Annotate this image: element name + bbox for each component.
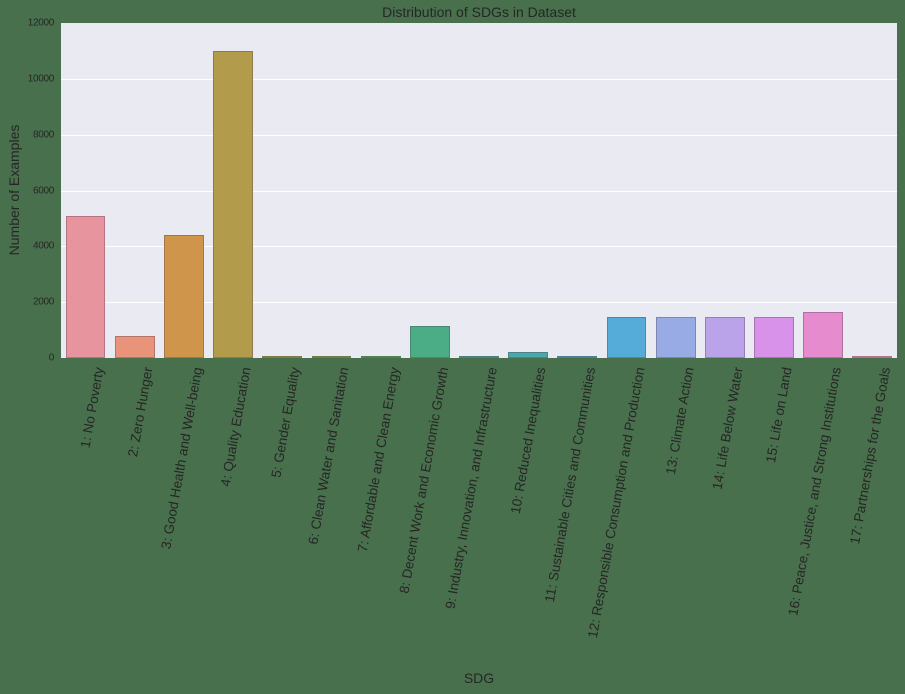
x-tick-label: 12: Responsible Consumption and Producti… (584, 366, 647, 640)
x-tick-label: 10: Reduced Inequalities (507, 366, 549, 515)
y-tick-label: 0 (48, 352, 55, 364)
y-tick-label: 4000 (32, 240, 54, 252)
x-tick-label: 5: Gender Equality (268, 366, 303, 479)
bar (311, 356, 352, 358)
bar (409, 325, 450, 358)
x-tick-label: 7: Affordable and Clean Energy (354, 366, 402, 554)
x-tick-label: 4: Quality Education (217, 366, 254, 488)
bar (852, 356, 893, 358)
bar (754, 316, 794, 358)
y-tick-label: 12000 (27, 17, 55, 29)
bar (606, 316, 647, 358)
y-tick-label: 8000 (32, 129, 54, 141)
bar (803, 311, 844, 358)
gridline (61, 190, 897, 192)
x-axis-label: SDG (463, 670, 495, 686)
y-tick-label: 10000 (27, 73, 55, 85)
x-tick-label: 14: Life Below Water (709, 366, 746, 491)
bar (508, 351, 549, 358)
bar (164, 235, 204, 358)
x-tick-label: 17: Partnerships for the Goals (847, 366, 894, 546)
chart-title: Distribution of SDGs in Dataset (382, 4, 576, 20)
y-tick-label: 2000 (32, 296, 54, 308)
x-tick-label: 8: Decent Work and Economic Growth (396, 366, 451, 595)
x-tick-label: 2: Zero Hunger (124, 366, 156, 459)
bar (213, 50, 254, 358)
x-tick-label: 13: Climate Action (662, 366, 697, 476)
bar (459, 356, 499, 358)
gridline (61, 246, 897, 248)
bar (557, 356, 598, 358)
x-tick-label: 6: Clean Water and Sanitation (305, 366, 352, 546)
gridline (61, 78, 897, 80)
gridline (61, 302, 897, 304)
bar (704, 316, 745, 358)
gridline (61, 134, 897, 136)
y-tick-label: 6000 (32, 185, 54, 196)
x-tick-label: 3: Good Health and Well-being (158, 366, 206, 551)
x-tick-label: 16: Peace, Justice, and Strong Instituti… (785, 366, 845, 617)
bar (360, 356, 401, 358)
x-tick-label: 1: No Poverty (77, 366, 107, 450)
x-tick-label: 15: Life on Land (763, 366, 795, 464)
bar (655, 316, 696, 358)
plot-area (61, 23, 897, 358)
x-tick-label: 9: Industry, Innovation, and Infrastruct… (442, 366, 500, 611)
bar (114, 335, 155, 358)
bar (65, 215, 106, 358)
x-tick-label: 11: Sustainable Cities and Communities (542, 366, 599, 604)
bar (262, 356, 303, 358)
